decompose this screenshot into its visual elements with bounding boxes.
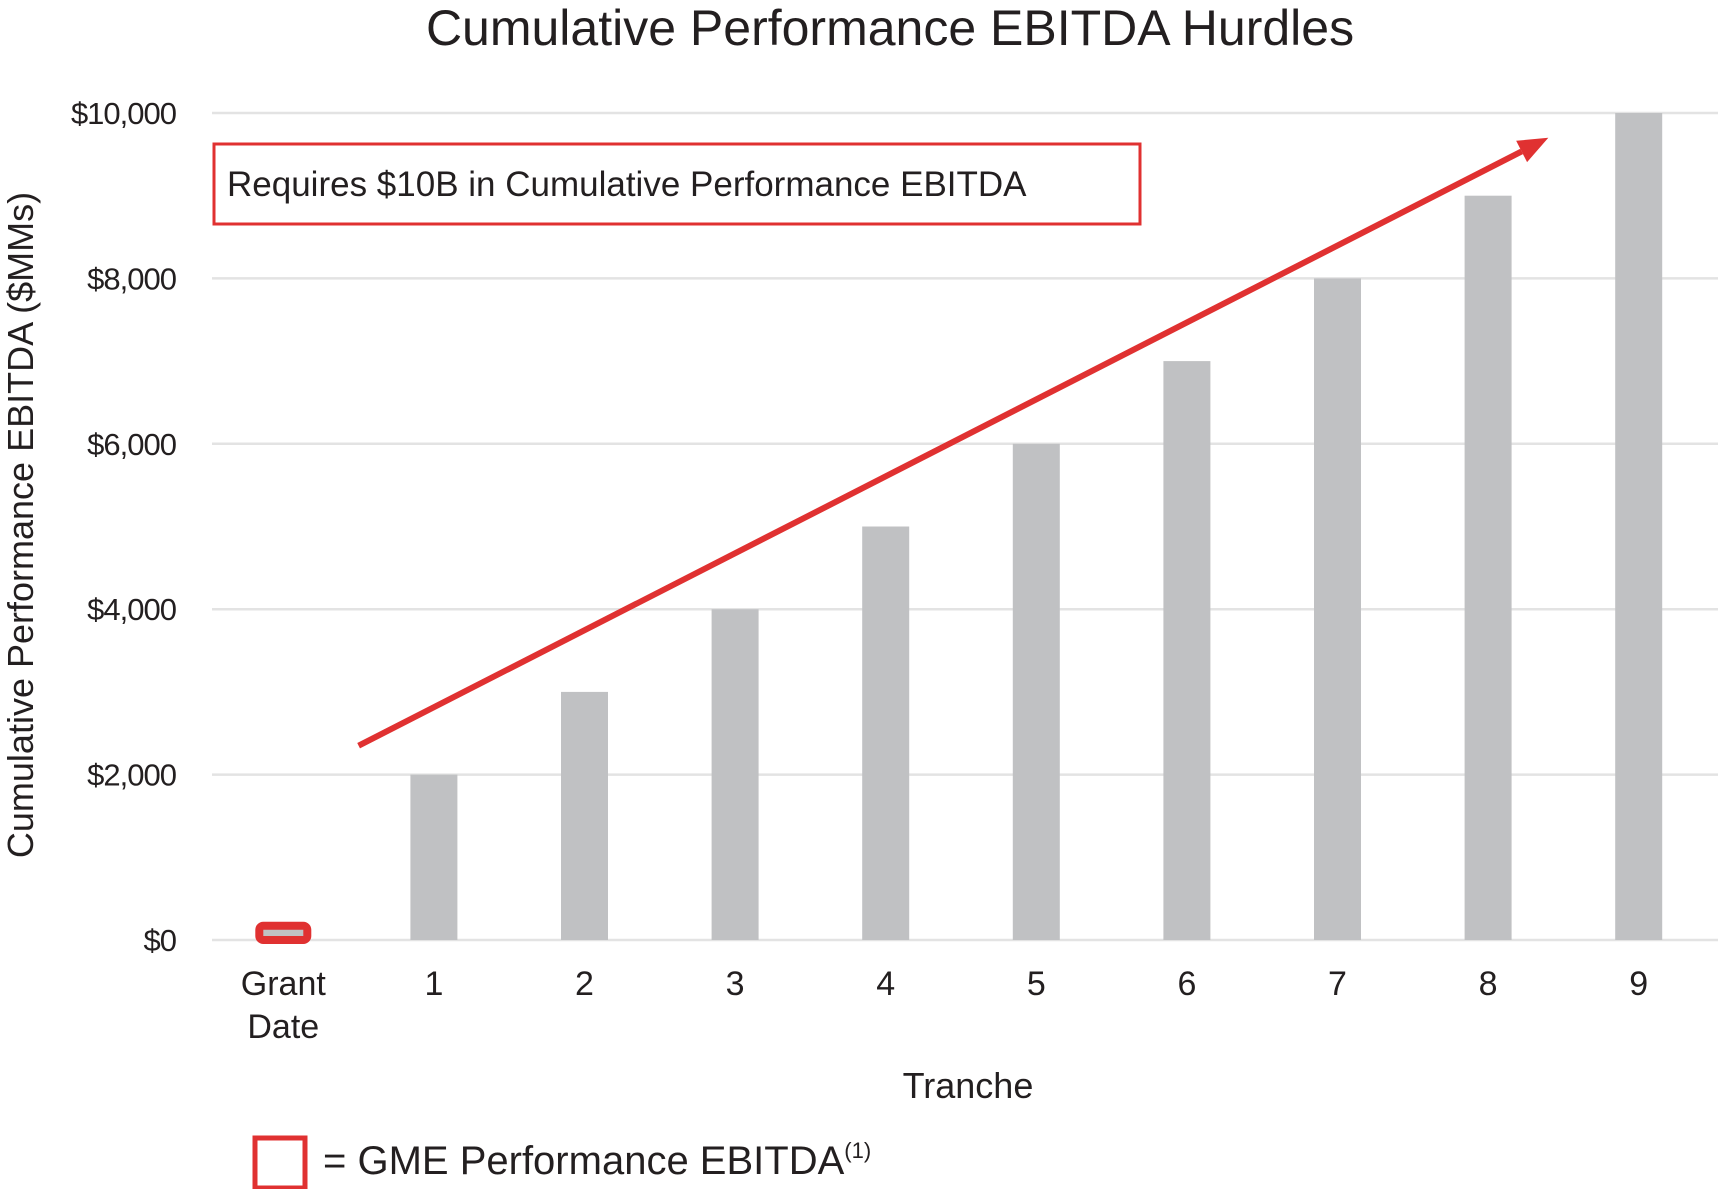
bars <box>255 113 1663 944</box>
annotation-box: Requires $10B in Cumulative Performance … <box>212 142 1142 226</box>
bar <box>1163 361 1211 941</box>
x-tick-label: 6 <box>1177 965 1196 1003</box>
annotation-box-border <box>212 142 1142 226</box>
legend: = GME Performance EBITDA(1) <box>252 1135 871 1189</box>
arrow-head <box>1516 137 1549 163</box>
bar <box>1314 278 1361 940</box>
bar <box>1012 443 1060 940</box>
x-tick-label: 3 <box>726 965 745 1003</box>
bar <box>711 609 759 940</box>
bar <box>862 526 910 940</box>
bar <box>1464 195 1512 940</box>
x-tick-label: 7 <box>1328 965 1347 1003</box>
x-tick-label: 4 <box>876 965 895 1003</box>
x-tick-label: 9 <box>1629 965 1648 1003</box>
legend-swatch <box>252 1135 308 1189</box>
y-tick-label: $0 <box>144 923 177 958</box>
x-axis-label: Tranche <box>903 1065 1034 1106</box>
x-tick-label: 8 <box>1479 965 1498 1003</box>
legend-text: = GME Performance EBITDA <box>323 1139 845 1183</box>
y-tick-label: $8,000 <box>87 261 177 296</box>
bar <box>410 774 458 940</box>
annotation-text: Requires $10B in Cumulative Performance … <box>227 165 1027 204</box>
x-tick-label: 2 <box>575 965 594 1003</box>
y-tick-label: $10,000 <box>71 96 177 131</box>
x-tick-label: 1 <box>424 965 443 1003</box>
x-tick-label: 5 <box>1027 965 1046 1003</box>
x-tick-label: Date <box>247 1008 319 1046</box>
trend-arrow <box>357 137 1549 749</box>
bar <box>561 691 608 940</box>
x-axis-categories: Grant Date 1 2 3 4 5 6 7 8 9 <box>241 965 1648 1046</box>
x-tick-label: Grant <box>241 965 327 1003</box>
chart-title: Cumulative Performance EBITDA Hurdles <box>426 0 1354 56</box>
arrow-shaft <box>357 148 1523 749</box>
legend-superscript: (1) <box>844 1138 871 1163</box>
y-tick-label: $6,000 <box>87 427 177 462</box>
legend-label: = GME Performance EBITDA(1) <box>323 1138 871 1183</box>
bar <box>1615 113 1663 940</box>
bar-highlighted <box>255 921 312 944</box>
y-tick-label: $4,000 <box>87 592 177 627</box>
y-axis-label: Cumulative Performance EBITDA ($MMs) <box>0 192 41 858</box>
y-tick-label: $2,000 <box>87 758 177 793</box>
y-axis-ticks: $0 $2,000 $4,000 $6,000 $8,000 $10,000 <box>71 96 178 958</box>
